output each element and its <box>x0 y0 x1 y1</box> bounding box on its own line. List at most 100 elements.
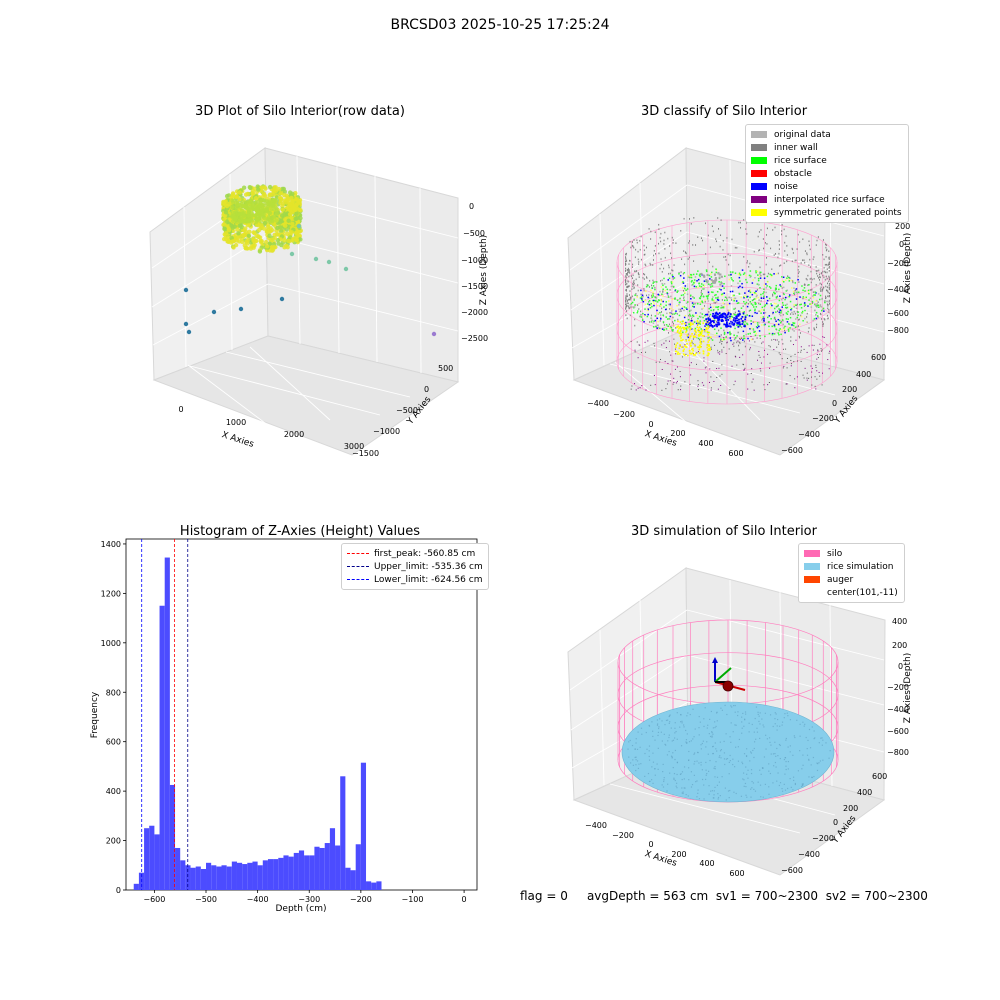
interpolated-point <box>661 368 663 370</box>
interpolated-point <box>682 346 684 348</box>
classified-point <box>778 313 781 315</box>
raw-point <box>287 207 293 213</box>
classified-point <box>652 293 654 295</box>
raw-point <box>238 219 243 224</box>
classified-point <box>741 311 744 313</box>
inner-wall-point <box>802 259 804 262</box>
classified-point <box>668 303 670 306</box>
inner-wall-point <box>790 340 792 342</box>
classified-point <box>699 303 702 305</box>
status-line: flag = 0 avgDepth = 563 cm sv1 = 700~230… <box>520 889 928 903</box>
rice-mesh-point <box>729 789 731 792</box>
classified-point <box>710 323 712 326</box>
raw-point <box>288 203 293 208</box>
rice-mesh-point <box>716 750 718 752</box>
rice-mesh-point <box>674 737 676 739</box>
rice-mesh-point <box>652 735 654 738</box>
classified-point <box>646 309 649 312</box>
raw-point <box>290 191 295 197</box>
inner-wall-point <box>683 250 685 252</box>
inner-wall-point <box>671 269 673 271</box>
raw-point <box>272 244 277 250</box>
symmetric-point <box>697 333 700 336</box>
auger-head <box>722 680 734 692</box>
rice-mesh-point <box>781 724 783 726</box>
classified-point <box>717 308 719 311</box>
interpolated-point <box>670 373 672 375</box>
noise-point <box>737 314 740 317</box>
noise-point <box>711 325 714 328</box>
noise-point <box>729 313 732 316</box>
noise-point <box>712 320 715 322</box>
rice-mesh-point <box>765 748 767 750</box>
rice-mesh-point <box>663 779 665 781</box>
interpolated-point <box>647 340 649 342</box>
rice-mesh-point <box>757 713 759 716</box>
interpolated-point <box>667 380 669 382</box>
interpolated-point <box>821 349 823 351</box>
classified-point <box>714 294 716 297</box>
interpolated-point <box>764 349 766 351</box>
original-point <box>713 280 716 283</box>
classified-point <box>807 305 809 307</box>
classified-point <box>650 302 652 305</box>
histogram-bar <box>350 870 356 890</box>
classified-point <box>698 282 700 285</box>
simulation-auger <box>712 657 746 692</box>
classified-point <box>699 273 701 275</box>
classified-point <box>666 312 668 315</box>
rice-mesh-point <box>816 769 819 772</box>
classified-point <box>768 332 771 335</box>
inner-wall-point <box>638 276 640 278</box>
rice-mesh-point <box>686 733 688 735</box>
inner-wall-point <box>828 267 830 269</box>
inner-wall-point <box>791 260 793 263</box>
classified-point <box>801 312 803 314</box>
classified-point <box>704 330 706 333</box>
inner-wall-point <box>827 290 829 293</box>
classified-point <box>691 314 694 317</box>
classified-point <box>699 297 702 300</box>
rice-mesh-point <box>783 783 785 785</box>
original-point <box>703 275 706 278</box>
noise-point <box>734 319 737 322</box>
inner-wall-point <box>669 245 671 247</box>
classified-point <box>691 319 693 322</box>
inner-wall-point <box>642 318 644 321</box>
classified-point <box>667 279 670 281</box>
inner-wall-point <box>781 287 783 289</box>
inner-wall-point <box>798 265 800 268</box>
inner-wall-point <box>758 249 760 252</box>
classified-point <box>684 314 687 317</box>
classified-point <box>755 295 758 298</box>
legend-line <box>347 566 369 567</box>
classified-point <box>797 278 799 281</box>
interpolated-point <box>794 353 796 355</box>
symmetric-point <box>689 324 692 327</box>
classified-point <box>777 332 780 334</box>
rice-mesh-point <box>657 747 659 749</box>
rice-mesh-point <box>667 719 669 721</box>
noise-point <box>706 313 709 316</box>
classified-point <box>685 321 687 324</box>
rice-mesh-point <box>664 724 666 726</box>
interpolated-point <box>675 353 677 355</box>
classified-point <box>728 278 731 281</box>
classified-point <box>746 322 748 325</box>
inner-wall-point <box>653 250 655 252</box>
rice-mesh-point <box>774 761 777 764</box>
classified-point <box>670 285 673 288</box>
noise-point <box>726 321 728 324</box>
symmetric-point <box>697 323 699 326</box>
rice-mesh-point <box>657 731 660 733</box>
classified-point <box>810 306 813 308</box>
symmetric-point <box>679 326 682 329</box>
classified-point <box>682 305 684 308</box>
rice-mesh-point <box>757 711 759 713</box>
inner-wall-point <box>760 274 762 277</box>
inner-wall-point <box>810 266 812 268</box>
classified-point <box>819 294 822 297</box>
rice-mesh-point <box>668 750 670 753</box>
inner-wall-point <box>683 309 685 312</box>
noise-point <box>732 324 735 326</box>
